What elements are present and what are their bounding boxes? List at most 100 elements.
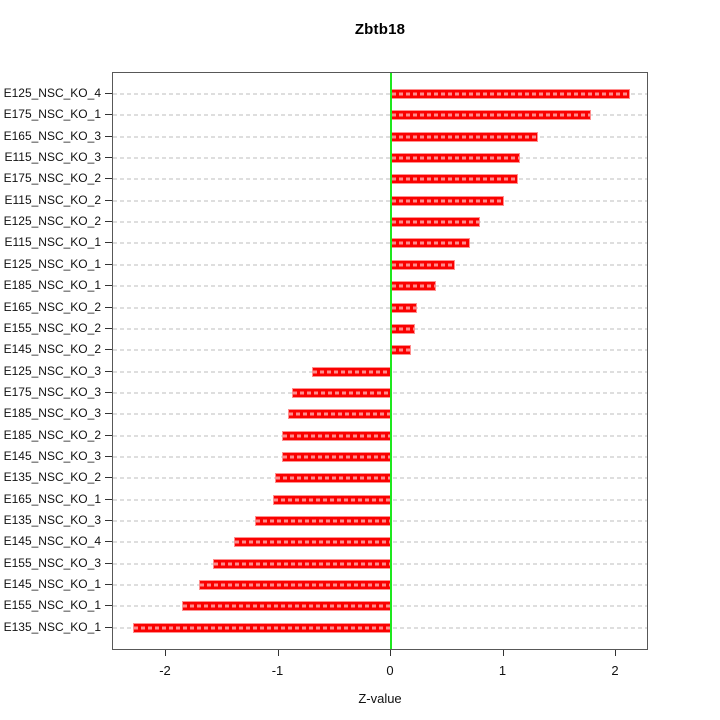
y-axis-tick <box>105 498 112 500</box>
y-axis-tick <box>105 605 112 607</box>
bar-E175_NSC_KO_3 <box>292 387 391 398</box>
bar-E175_NSC_KO_1 <box>391 110 592 121</box>
bar-E145_NSC_KO_3 <box>281 451 391 462</box>
bar-E185_NSC_KO_2 <box>281 430 391 441</box>
y-axis-label: E175_NSC_KO_1 <box>3 107 101 122</box>
bar-E125_NSC_KO_1 <box>391 259 456 270</box>
bar-E165_NSC_KO_1 <box>272 494 391 505</box>
y-axis-tick <box>105 391 112 393</box>
x-axis-tick <box>165 650 166 656</box>
y-axis-label: E125_NSC_KO_2 <box>3 214 101 229</box>
gridline <box>113 349 647 352</box>
y-axis-tick <box>105 434 112 436</box>
x-axis-tick-label: -2 <box>159 663 171 678</box>
bar-E155_NSC_KO_1 <box>181 601 391 612</box>
gridline <box>113 285 647 288</box>
x-axis-tick-label: 2 <box>611 663 619 678</box>
bar-E115_NSC_KO_1 <box>391 238 470 249</box>
y-axis-tick <box>105 349 112 351</box>
y-axis-tick <box>105 541 112 543</box>
bar-E155_NSC_KO_2 <box>391 323 415 334</box>
y-axis-label: E185_NSC_KO_3 <box>3 406 101 421</box>
bar-E165_NSC_KO_3 <box>391 131 539 142</box>
gridline <box>113 199 647 202</box>
y-axis-label: E115_NSC_KO_2 <box>4 192 101 207</box>
y-axis-label: E125_NSC_KO_1 <box>3 256 101 271</box>
gridline <box>113 178 647 181</box>
bar-E125_NSC_KO_4 <box>391 89 630 99</box>
y-axis-label: E165_NSC_KO_1 <box>3 491 101 506</box>
y-axis-tick <box>105 178 112 180</box>
x-axis-tick-label: 1 <box>498 663 507 678</box>
y-axis-tick <box>105 584 112 586</box>
y-axis-tick <box>105 413 112 415</box>
y-axis-label: E145_NSC_KO_4 <box>3 534 101 549</box>
y-axis-tick <box>105 221 112 223</box>
y-axis-tick <box>105 477 112 479</box>
bar-E155_NSC_KO_3 <box>213 558 391 569</box>
gridline <box>113 221 647 224</box>
chart-title: Zbtb18 <box>354 21 406 38</box>
y-axis-tick <box>105 285 112 287</box>
y-axis-label: E115_NSC_KO_3 <box>4 150 101 165</box>
y-axis-label: E175_NSC_KO_2 <box>3 171 101 186</box>
gridline <box>113 157 647 160</box>
x-axis-tick <box>277 650 279 656</box>
y-axis-label: E115_NSC_KO_1 <box>4 235 101 250</box>
bar-E115_NSC_KO_3 <box>391 153 521 164</box>
bar-E175_NSC_KO_2 <box>391 174 519 185</box>
bar-E145_NSC_KO_2 <box>391 345 412 356</box>
y-axis-label: E145_NSC_KO_1 <box>3 577 101 592</box>
x-axis-tick <box>502 650 504 656</box>
y-axis-tick <box>105 306 112 308</box>
x-axis-title: Z-value <box>358 691 402 706</box>
bar-E135_NSC_KO_3 <box>254 516 391 526</box>
bar-E185_NSC_KO_3 <box>287 409 391 420</box>
y-axis-tick <box>105 263 112 265</box>
x-axis-tick <box>390 650 391 656</box>
y-axis-label: E165_NSC_KO_3 <box>3 128 101 143</box>
y-axis-tick <box>105 242 112 244</box>
y-axis-tick <box>105 327 112 329</box>
bar-E135_NSC_KO_1 <box>133 622 391 633</box>
x-axis-tick-label: -1 <box>271 663 284 678</box>
y-axis-label: E155_NSC_KO_1 <box>3 598 101 613</box>
bar-E145_NSC_KO_4 <box>233 537 391 548</box>
y-axis-tick <box>105 562 112 564</box>
bar-E125_NSC_KO_2 <box>391 217 480 228</box>
y-axis-label: E125_NSC_KO_3 <box>3 363 101 378</box>
bar-E185_NSC_KO_1 <box>391 281 436 292</box>
bar-E145_NSC_KO_1 <box>198 580 391 591</box>
bar-E125_NSC_KO_3 <box>312 366 391 377</box>
y-axis-tick <box>105 93 112 94</box>
y-axis-label: E125_NSC_KO_4 <box>3 86 101 100</box>
gridline <box>113 135 647 138</box>
gridline <box>113 263 647 266</box>
y-axis-tick <box>105 157 112 159</box>
y-axis-tick <box>105 520 112 521</box>
y-axis-tick <box>105 370 112 372</box>
y-axis-label: E155_NSC_KO_2 <box>3 320 101 335</box>
y-axis-label: E175_NSC_KO_3 <box>3 384 101 399</box>
bar-E165_NSC_KO_2 <box>391 302 417 313</box>
y-axis-tick <box>105 114 112 116</box>
zero-line <box>390 73 392 649</box>
y-axis-tick <box>105 199 112 201</box>
y-axis-tick <box>105 455 112 457</box>
y-axis-label: E145_NSC_KO_3 <box>3 448 101 463</box>
plot-area <box>112 72 648 650</box>
y-axis-label: E145_NSC_KO_2 <box>3 342 101 357</box>
bar-E135_NSC_KO_2 <box>275 473 391 484</box>
y-axis-label: E185_NSC_KO_2 <box>3 427 101 442</box>
gridline <box>113 242 647 245</box>
gridline <box>113 306 647 309</box>
gridline <box>113 93 647 95</box>
y-axis-tick <box>105 135 112 137</box>
y-axis-label: E135_NSC_KO_2 <box>3 470 101 485</box>
bar-E115_NSC_KO_2 <box>391 195 504 206</box>
x-axis-tick <box>615 650 616 656</box>
y-axis-tick <box>105 626 112 628</box>
y-axis-label: E135_NSC_KO_3 <box>3 513 101 527</box>
y-axis-label: E185_NSC_KO_1 <box>3 278 101 293</box>
